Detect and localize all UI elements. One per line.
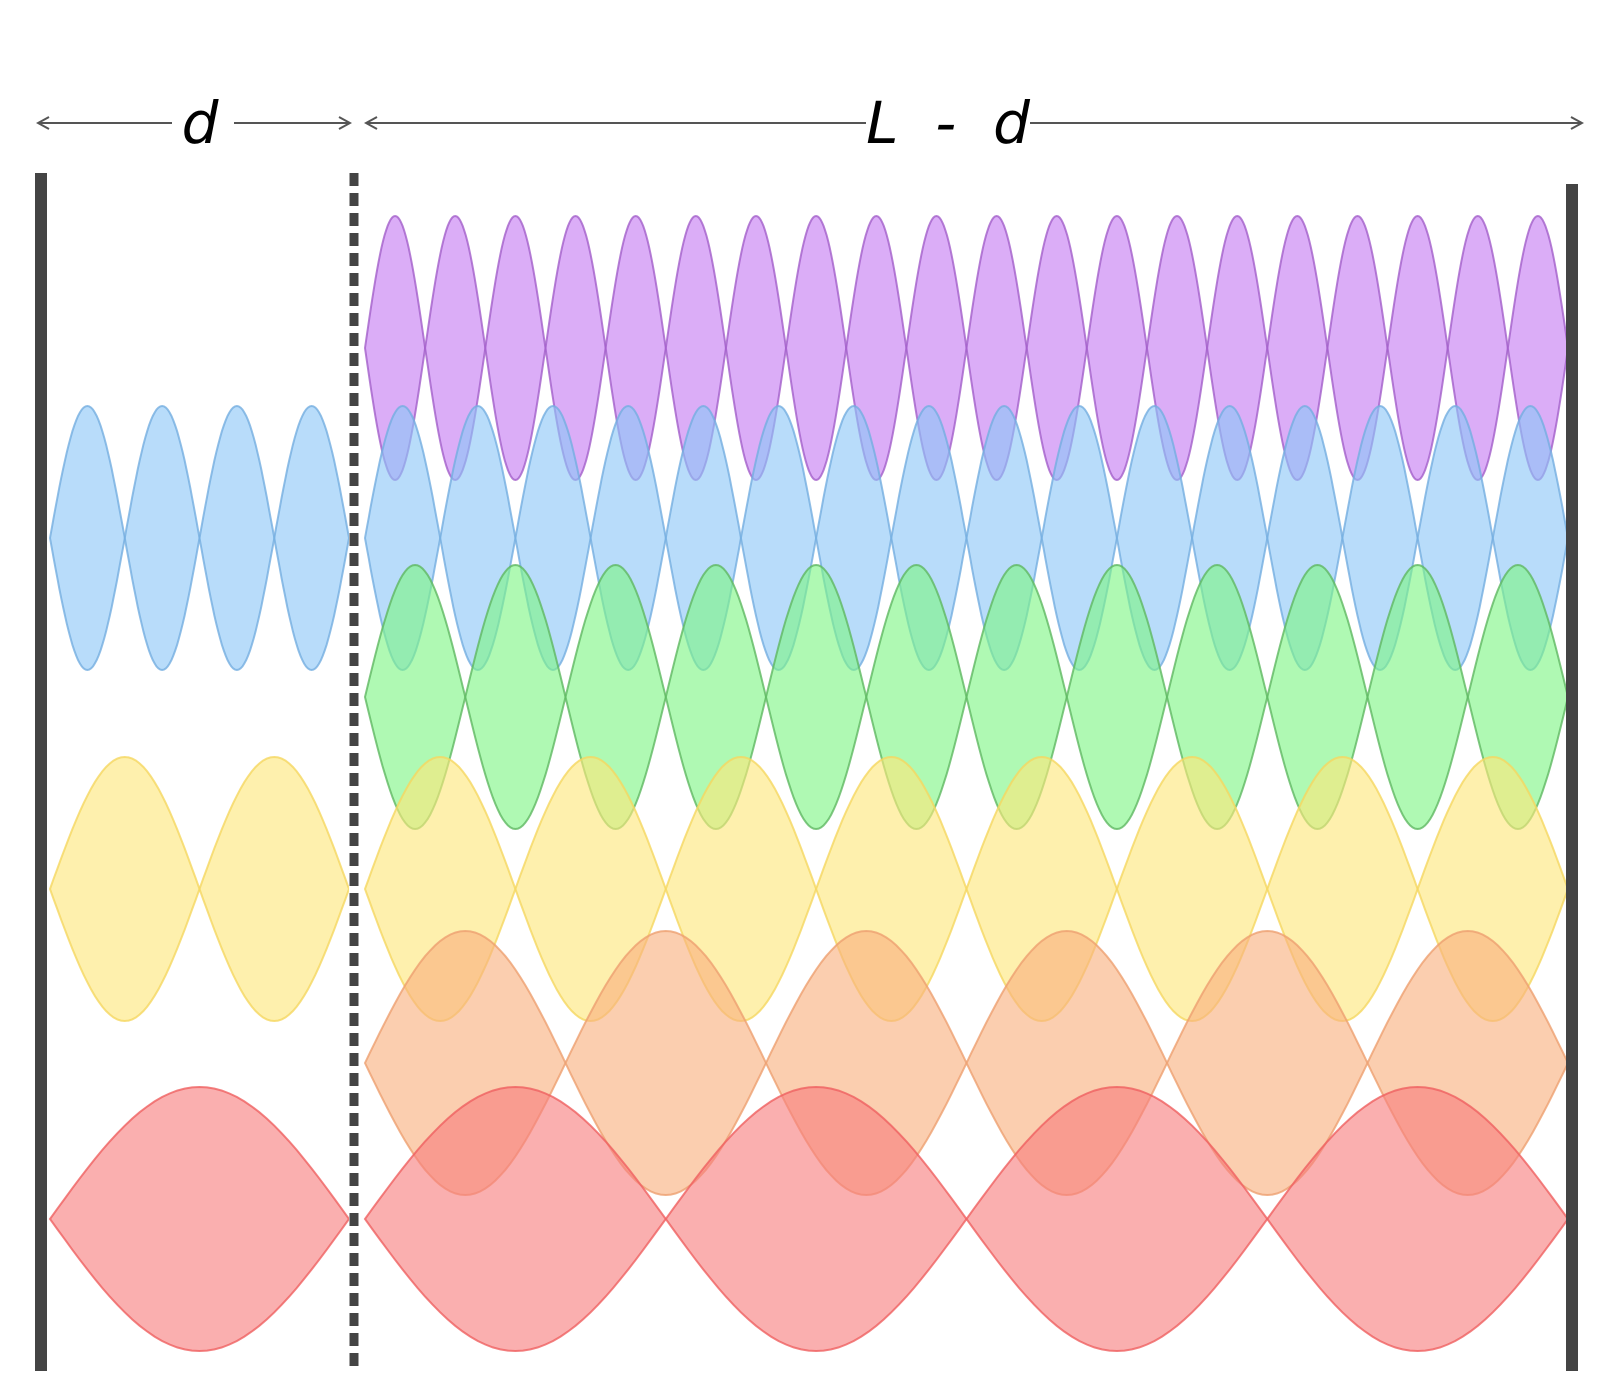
blue-mode-left-loop	[48, 404, 126, 672]
red-mode-left-loop	[48, 1085, 351, 1353]
blue-mode-left-loop	[123, 404, 201, 672]
d-label: d	[182, 89, 220, 157]
yellow-mode-left-loop	[198, 755, 351, 1023]
blue-mode-left-loop	[273, 404, 351, 672]
partition-base	[349, 173, 358, 1371]
yellow-mode-left-loop	[48, 755, 201, 1023]
l-minus-d-label: L - d	[866, 89, 1031, 157]
left-wall	[35, 173, 47, 1371]
purple-mode	[363, 214, 1570, 482]
right-wall	[1566, 184, 1578, 1371]
blue-mode-left-loop	[198, 404, 276, 672]
standing-wave-modes	[48, 214, 1570, 1353]
green-mode	[363, 563, 1570, 831]
red-mode	[48, 1085, 1570, 1353]
